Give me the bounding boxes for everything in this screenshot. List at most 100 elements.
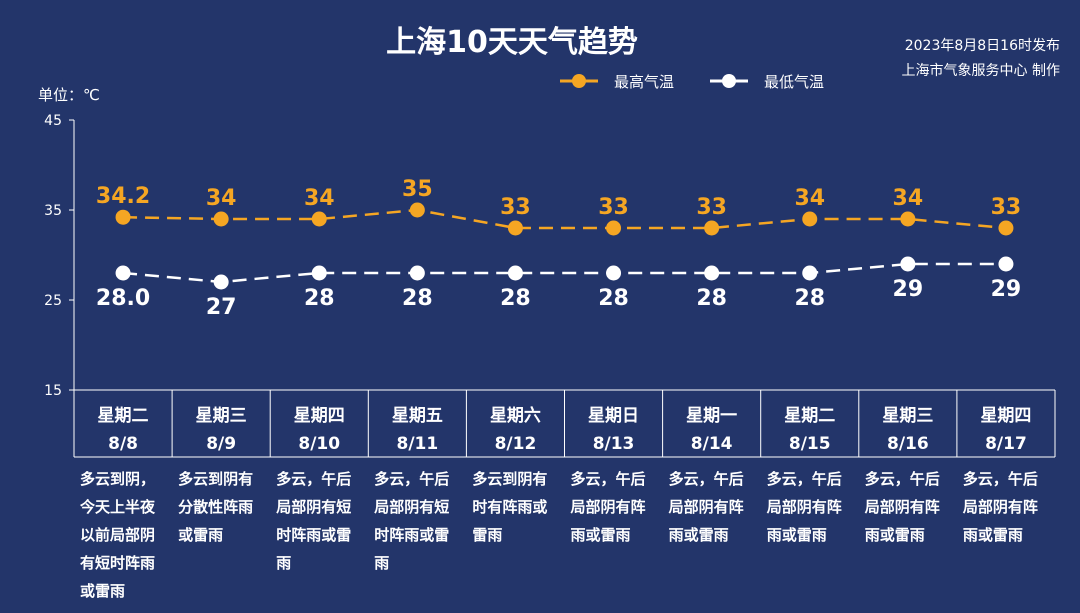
- publish-time: 2023年8月8日16时发布: [905, 38, 1060, 54]
- description-line: 局部阴有短: [275, 498, 351, 516]
- low-temp-line: [122, 262, 1006, 284]
- high-temp-data-label: 34: [206, 186, 237, 211]
- date-label: 8/13: [593, 434, 635, 454]
- y-tick-label: 15: [44, 383, 62, 399]
- axes: 45 35 25 15: [44, 113, 1055, 399]
- description-line: 分散性阵雨: [178, 498, 253, 516]
- high-temp-point: [213, 211, 229, 227]
- weekday-label: 星期日: [588, 406, 639, 426]
- weekday-label: 星期二: [784, 406, 835, 426]
- low-temp-data-label: 29: [991, 277, 1022, 302]
- high-temp-data-label: 33: [500, 195, 531, 220]
- high-temp-data-label: 33: [598, 195, 629, 220]
- low-temp-data-label: 27: [206, 295, 237, 320]
- date-label: 8/11: [396, 434, 438, 454]
- y-tick-label: 45: [44, 113, 62, 129]
- high-temp-data-label: 34: [893, 186, 924, 211]
- date-label: 8/15: [789, 434, 831, 454]
- description-line: 多云，午后: [963, 470, 1038, 488]
- low-temp-point: [115, 265, 131, 281]
- description-line: 多云，午后: [669, 470, 744, 488]
- date-label: 8/10: [298, 434, 340, 454]
- legend-high-marker: [572, 74, 586, 88]
- weekday-label: 星期二: [98, 406, 149, 426]
- weekday-label: 星期三: [882, 406, 933, 426]
- description-line: 雨: [276, 554, 291, 572]
- high-temp-point: [507, 220, 523, 236]
- date-label: 8/17: [985, 434, 1027, 454]
- description-line: 或雷雨: [178, 526, 223, 544]
- series-high-temperature: 34.2 34 34 35 33 33 33 34 34 33: [96, 177, 1021, 236]
- date-label: 8/8: [108, 434, 138, 454]
- high-temp-point: [998, 220, 1014, 236]
- description-line: 或雷雨: [80, 582, 125, 600]
- low-temp-point: [900, 256, 916, 272]
- high-temp-data-label: 34.2: [96, 184, 150, 209]
- high-temp-data-label: 34: [304, 186, 335, 211]
- legend-high: 最高气温: [560, 73, 674, 91]
- description-line: 雨或雷雨: [865, 526, 925, 544]
- legend-low-marker: [722, 74, 736, 88]
- low-temp-point: [311, 265, 327, 281]
- y-axis-unit-label: 单位：℃: [38, 86, 100, 104]
- high-temp-point: [409, 202, 425, 218]
- y-tick-label: 25: [44, 293, 62, 309]
- high-temp-point: [606, 220, 622, 236]
- description-line: 多云，午后: [865, 470, 940, 488]
- high-temp-point: [311, 211, 327, 227]
- description-line: 雨或雷雨: [571, 526, 631, 544]
- description-line: 局部阴有阵: [570, 498, 646, 516]
- description-line: 局部阴有阵: [864, 498, 940, 516]
- high-temp-point: [115, 209, 131, 225]
- high-temp-point: [704, 220, 720, 236]
- low-temp-point: [998, 256, 1014, 272]
- weekday-label: 星期六: [490, 405, 541, 426]
- low-temp-point: [606, 265, 622, 281]
- description-line: 多云，午后: [276, 470, 351, 488]
- low-temp-point: [213, 274, 229, 290]
- low-temp-data-label: 28: [696, 286, 727, 311]
- low-temp-point: [409, 265, 425, 281]
- legend-low-label: 最低气温: [764, 73, 824, 91]
- low-temp-data-label: 28: [304, 286, 335, 311]
- description-line: 多云到阴有: [178, 470, 253, 488]
- description-line: 局部阴有阵: [766, 498, 842, 516]
- low-temp-point: [704, 265, 720, 281]
- description-line: 雨或雷雨: [669, 526, 729, 544]
- low-temp-point: [802, 265, 818, 281]
- description-line: 多云到阴有: [472, 470, 547, 488]
- legend-low: 最低气温: [710, 73, 824, 91]
- weekday-label: 星期四: [294, 406, 345, 426]
- description-line: 有短时阵雨: [80, 554, 155, 572]
- low-temp-data-label: 28: [402, 286, 433, 311]
- description-line: 时阵雨或雷: [374, 526, 449, 544]
- high-temp-data-label: 33: [991, 195, 1022, 220]
- description-line: 多云，午后: [374, 470, 449, 488]
- high-temp-point: [802, 211, 818, 227]
- chart-title: 上海10天天气趋势: [386, 25, 638, 60]
- weather-descriptions: 多云到阴，今天上半夜以前局部阴有短时阵雨或雷雨多云到阴有分散性阵雨或雷雨多云，午…: [79, 470, 1038, 600]
- date-label: 8/14: [691, 434, 733, 454]
- producer-credit: 上海市气象服务中心 制作: [902, 62, 1060, 79]
- low-temp-data-label: 29: [893, 277, 924, 302]
- low-temp-data-label: 28: [794, 286, 825, 311]
- description-line: 局部阴有阵: [668, 498, 744, 516]
- date-label: 8/12: [495, 434, 537, 454]
- high-temp-point: [900, 211, 916, 227]
- description-line: 今天上半夜: [79, 498, 156, 516]
- series-low-temperature: 28.0 27 28 28 28 28 28 28 29 29: [96, 256, 1022, 320]
- low-temp-data-label: 28: [500, 286, 531, 311]
- weekday-label: 星期四: [980, 406, 1031, 426]
- description-line: 时有阵雨或: [472, 498, 547, 516]
- description-line: 多云，午后: [571, 470, 646, 488]
- date-label: 8/9: [206, 434, 236, 454]
- description-line: 雨或雷雨: [963, 526, 1023, 544]
- description-line: 雨: [374, 554, 389, 572]
- date-label: 8/16: [887, 434, 929, 454]
- description-line: 雷雨: [472, 526, 502, 544]
- high-temp-line: [123, 208, 1007, 230]
- description-line: 局部阴有阵: [962, 498, 1038, 516]
- description-line: 多云到阴，: [80, 470, 155, 488]
- low-temp-point: [507, 265, 523, 281]
